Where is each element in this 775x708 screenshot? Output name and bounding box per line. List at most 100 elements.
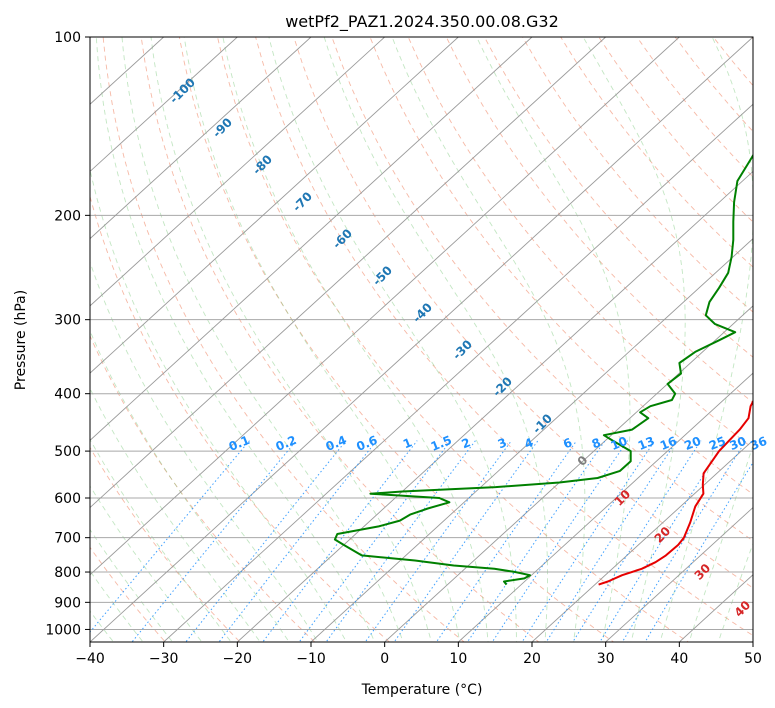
isotherm-gridline [90, 37, 680, 576]
x-axis: −40 −30 −20 −10 0 10 20 30 40 50 [75, 642, 762, 667]
y-tick-label: 500 [54, 444, 81, 460]
moist-adiabat [323, 37, 548, 642]
dry-adiabat [484, 37, 753, 358]
mixing-ratio-line [621, 440, 747, 642]
mixing-ratio-line [466, 440, 606, 642]
isotherm-gridline [90, 37, 312, 240]
plot-frame [89, 36, 754, 643]
moist-adiabat [150, 37, 432, 642]
dry-adiabat [90, 194, 391, 642]
dry-adiabat [90, 546, 166, 642]
mixing-ratio-label: 3 [496, 435, 509, 451]
dry-adiabat [560, 37, 753, 268]
dry-adiabat [90, 334, 316, 642]
mixing-ratio-label: 16 [658, 434, 679, 453]
dry-adiabat [712, 37, 753, 87]
mixing-ratio-line [491, 440, 629, 642]
y-tick-label: 300 [54, 313, 81, 329]
isotherm-label: 10 [612, 487, 634, 509]
x-tick-label: 0 [380, 651, 389, 667]
mixing-ratio-label: 36 [748, 434, 769, 453]
isotherm-gridline [90, 37, 606, 509]
moist-adiabat [95, 37, 376, 642]
isotherm-label: -50 [370, 263, 395, 288]
isotherm-gridline [163, 103, 753, 642]
y-tick-label: 900 [54, 595, 81, 611]
dewpoint-profile-line [333, 153, 753, 586]
moist-adiabat [90, 167, 347, 642]
dry-adiabat [90, 446, 241, 642]
isotherm-label: -30 [450, 337, 475, 362]
dry-adiabat [140, 37, 540, 642]
isotherm-label: -20 [490, 374, 515, 399]
mixing-ratio-label: 20 [682, 434, 703, 453]
isotherm-label: -90 [210, 115, 235, 140]
background-lines [90, 37, 753, 642]
isotherm-gridline [90, 37, 238, 173]
isotherm-gridline [531, 439, 753, 642]
moist-adiabat [121, 37, 404, 642]
isotherm-label: -70 [290, 189, 315, 214]
isotherm-gridline [605, 506, 753, 642]
isotherm-label: -60 [330, 226, 355, 251]
mixing-ratio-label: 8 [590, 435, 603, 451]
dry-adiabat [293, 37, 753, 589]
isotherm-label: -100 [167, 75, 198, 106]
mixing-ratio-line [262, 440, 418, 642]
mixing-ratio-label: 30 [727, 434, 748, 453]
x-tick-label: −30 [149, 651, 179, 667]
chart-title: wetPf2_PAZ1.2024.350.00.08.G32 [285, 12, 559, 32]
y-tick-label: 200 [54, 208, 81, 224]
moist-adiabat [90, 438, 232, 642]
isotherm-label: 40 [732, 598, 754, 620]
moist-adiabat [90, 329, 290, 642]
y-tick-label: 400 [54, 387, 81, 403]
dry-adiabat [255, 37, 753, 637]
x-tick-label: 30 [597, 651, 615, 667]
x-axis-label: Temperature (°C) [361, 682, 483, 698]
mixing-ratio-line [521, 440, 656, 642]
y-axis-label: Pressure (hPa) [13, 290, 29, 390]
mixing-ratio-label: 4 [522, 435, 535, 451]
y-tick-label: 1000 [45, 622, 81, 638]
y-tick-label: 700 [54, 531, 81, 547]
moist-adiabat [717, 542, 753, 642]
series-layer [333, 153, 753, 586]
mixing-ratio-line [218, 440, 378, 642]
mixing-ratio-label: 2 [460, 435, 473, 451]
y-tick-label: 600 [54, 491, 81, 507]
mixing-ratio-label: 25 [707, 434, 728, 453]
mixing-ratio-label: 10 [609, 434, 630, 453]
mixing-ratio-lines [90, 440, 753, 642]
mixing-ratio-line [644, 461, 753, 642]
isotherm-gridline [90, 37, 533, 441]
moist-adiabat [222, 37, 489, 642]
dry-adiabat [598, 37, 753, 223]
isotherm-label: -10 [530, 411, 555, 436]
isotherm-label: 30 [692, 561, 714, 583]
mixing-ratio-label: 6 [561, 435, 574, 451]
mixing-ratio-line [545, 440, 678, 642]
mixing-ratio-line [90, 440, 250, 633]
mixing-ratio-line [572, 440, 702, 642]
dry-adiabat [331, 37, 753, 542]
mixing-ratio-label: 1 [401, 435, 414, 451]
isotherm-label: -40 [410, 300, 435, 325]
isotherm-gridline [90, 37, 753, 642]
dry-adiabat [750, 37, 753, 40]
moist-adiabat [476, 37, 631, 642]
isotherm-gridline [384, 305, 753, 642]
moist-adiabat [90, 387, 261, 642]
moist-adiabat [582, 37, 686, 642]
dry-adiabat [445, 37, 753, 404]
mixing-ratio-line [185, 440, 347, 642]
isotherm-gridline [90, 37, 459, 374]
x-tick-label: −40 [75, 651, 105, 667]
y-axis: 1000 900 800 700 600 500 400 300 200 100 [45, 30, 90, 638]
mixing-ratio-line [131, 440, 297, 642]
isotherm-gridline [90, 37, 385, 307]
isotherm-gridline [237, 170, 753, 642]
mixing-ratio-line [393, 440, 539, 642]
isotherm-gridline [310, 238, 753, 642]
